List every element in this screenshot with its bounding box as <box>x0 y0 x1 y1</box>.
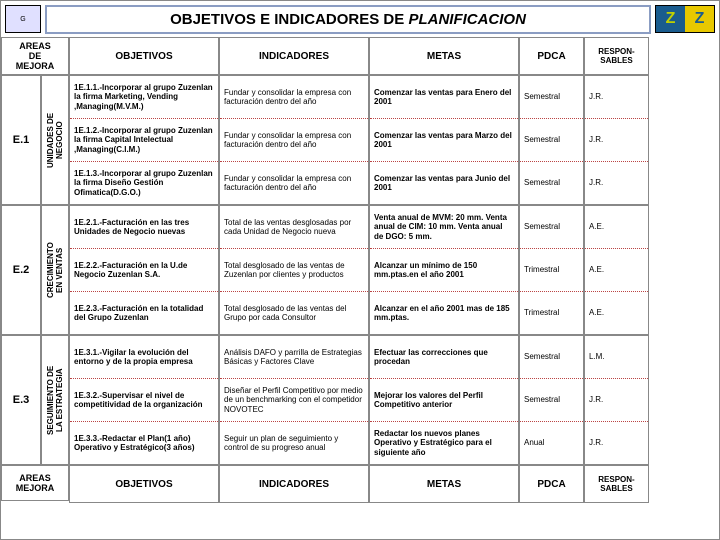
cell: Semestral <box>520 206 583 249</box>
logo-left: G <box>5 5 41 33</box>
footer-objetivos: OBJETIVOS <box>69 465 219 503</box>
e3-resp: L.M. J.R. J.R. <box>584 335 649 465</box>
header-metas: METAS <box>369 37 519 75</box>
cell: A.E. <box>585 249 648 292</box>
cell: Trimestral <box>520 292 583 334</box>
cell: 1E.1.3.-Incorporar al grupo Zuzenlan la … <box>70 162 218 204</box>
e1-meta: Comenzar las ventas para Enero del 2001 … <box>369 75 519 205</box>
e2-ind: Total de las ventas desglosadas por cada… <box>219 205 369 335</box>
cell: Mejorar los valores del Perfil Competiti… <box>370 379 518 422</box>
cell: Anual <box>520 422 583 464</box>
cell: Comenzar las ventas para Junio del 2001 <box>370 162 518 204</box>
cell: Semestral <box>520 162 583 204</box>
cell: J.R. <box>585 76 648 119</box>
vlabel-e2: CRECIMIENTO EN VENTAS <box>41 205 69 335</box>
cell: J.R. <box>585 119 648 162</box>
e2-pdca: Semestral Trimestral Trimestral <box>519 205 584 335</box>
logo-right: Z Z <box>655 5 715 33</box>
cell: Total de las ventas desglosadas por cada… <box>220 206 368 249</box>
cell: Alcanzar un mínimo de 150 mm.ptas.en el … <box>370 249 518 292</box>
cell: Efectuar las correcciones que procedan <box>370 336 518 379</box>
footer-responsables: RESPON- SABLES <box>584 465 649 503</box>
footer-areas: AREAS MEJORA <box>1 465 69 501</box>
cell: J.R. <box>585 379 648 422</box>
e1-pdca: Semestral Semestral Semestral <box>519 75 584 205</box>
cell: Comenzar las ventas para Enero del 2001 <box>370 76 518 119</box>
cell: Fundar y consolidar la empresa con factu… <box>220 162 368 204</box>
cell: Semestral <box>520 119 583 162</box>
cell: Total desglosado de las ventas de Zuzenl… <box>220 249 368 292</box>
cell: Comenzar las ventas para Marzo del 2001 <box>370 119 518 162</box>
cell: A.E. <box>585 292 648 334</box>
header-indicadores: INDICADORES <box>219 37 369 75</box>
cell: Semestral <box>520 76 583 119</box>
cell: 1E.3.1.-Vigilar la evolución del entorno… <box>70 336 218 379</box>
header-responsables: RESPON- SABLES <box>584 37 649 75</box>
cell: Fundar y consolidar la empresa con factu… <box>220 119 368 162</box>
title-row: G OBJETIVOS E INDICADORES DE PLANIFICACI… <box>1 1 719 37</box>
cell: Seguir un plan de seguimiento y control … <box>220 422 368 464</box>
cell: Alcanzar en el año 2001 mas de 185 mm.pt… <box>370 292 518 334</box>
cell: Fundar y consolidar la empresa con factu… <box>220 76 368 119</box>
section-key-e2: E.2 <box>1 205 41 335</box>
cell: Redactar los nuevos planes Operativo y E… <box>370 422 518 464</box>
vlabel-e1: UNIDADES DE NEGOCIO <box>41 75 69 205</box>
cell: 1E.3.2.-Supervisar el nivel de competiti… <box>70 379 218 422</box>
cell: Semestral <box>520 336 583 379</box>
cell: L.M. <box>585 336 648 379</box>
e2-meta: Venta anual de MVM: 20 mm. Venta anual d… <box>369 205 519 335</box>
cell: Trimestral <box>520 249 583 292</box>
cell: 1E.1.1.-Incorporar al grupo Zuzenlan la … <box>70 76 218 119</box>
e2-resp: A.E. A.E. A.E. <box>584 205 649 335</box>
vlabel-e3: SEGUIMIENTO DE LA ESTRATEGIA <box>41 335 69 465</box>
cell: J.R. <box>585 162 648 204</box>
cell: Semestral <box>520 379 583 422</box>
e2-obj: 1E.2.1.-Facturación en las tres Unidades… <box>69 205 219 335</box>
e3-obj: 1E.3.1.-Vigilar la evolución del entorno… <box>69 335 219 465</box>
title-part2: PLANIFICACION <box>408 11 526 28</box>
e1-obj: 1E.1.1.-Incorporar al grupo Zuzenlan la … <box>69 75 219 205</box>
header-objetivos: OBJETIVOS <box>69 37 219 75</box>
cell: J.R. <box>585 422 648 464</box>
footer-pdca: PDCA <box>519 465 584 503</box>
cell: 1E.2.2.-Facturación en la U.de Negocio Z… <box>70 249 218 292</box>
cell: Diseñar el Perfil Competitivo por medio … <box>220 379 368 422</box>
cell: 1E.2.1.-Facturación en las tres Unidades… <box>70 206 218 249</box>
title-box: OBJETIVOS E INDICADORES DE PLANIFICACION <box>45 5 651 34</box>
logo-z1: Z <box>656 6 685 32</box>
e3-meta: Efectuar las correcciones que procedan M… <box>369 335 519 465</box>
logo-z2: Z <box>685 6 714 32</box>
e3-ind: Análisis DAFO y parrilla de Estrategias … <box>219 335 369 465</box>
footer-metas: METAS <box>369 465 519 503</box>
header-pdca: PDCA <box>519 37 584 75</box>
title-part1: OBJETIVOS E INDICADORES DE <box>170 11 408 28</box>
header-areas: AREAS DE MEJORA <box>1 37 69 75</box>
cell: A.E. <box>585 206 648 249</box>
e3-pdca: Semestral Semestral Anual <box>519 335 584 465</box>
e1-ind: Fundar y consolidar la empresa con factu… <box>219 75 369 205</box>
cell: 1E.2.3.-Facturación en la totalidad del … <box>70 292 218 334</box>
section-key-e3: E.3 <box>1 335 41 465</box>
footer-indicadores: INDICADORES <box>219 465 369 503</box>
e1-resp: J.R. J.R. J.R. <box>584 75 649 205</box>
section-key-e1: E.1 <box>1 75 41 205</box>
page-container: G OBJETIVOS E INDICADORES DE PLANIFICACI… <box>0 0 720 540</box>
cell: 1E.3.3.-Redactar el Plan(1 año) Operativ… <box>70 422 218 464</box>
main-grid: AREAS DE MEJORA OBJETIVOS INDICADORES ME… <box>1 37 719 503</box>
cell: Total desglosado de las ventas del Grupo… <box>220 292 368 334</box>
cell: 1E.1.2.-Incorporar al grupo Zuzenlan la … <box>70 119 218 162</box>
cell: Venta anual de MVM: 20 mm. Venta anual d… <box>370 206 518 249</box>
cell: Análisis DAFO y parrilla de Estrategias … <box>220 336 368 379</box>
